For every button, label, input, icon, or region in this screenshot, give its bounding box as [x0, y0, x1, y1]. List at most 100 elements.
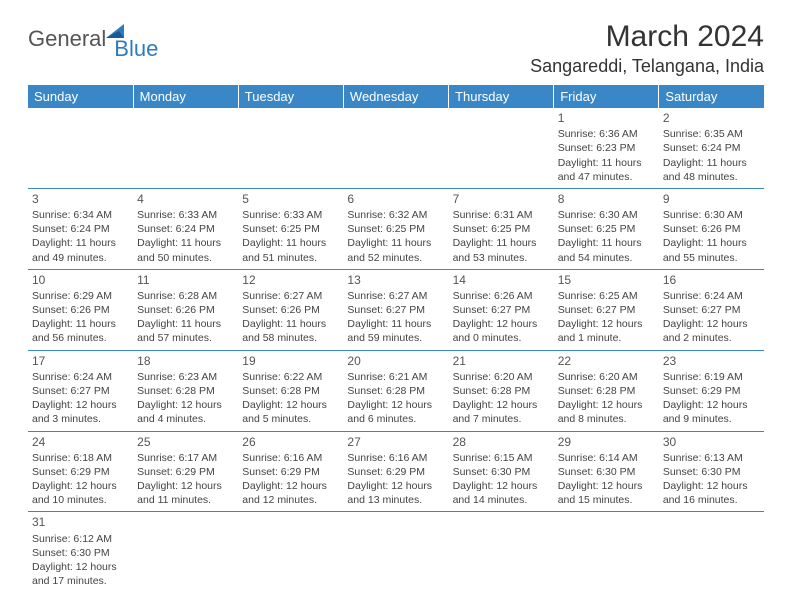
sunset-text: Sunset: 6:30 PM — [453, 465, 550, 479]
day-cell: 29Sunrise: 6:14 AMSunset: 6:30 PMDayligh… — [554, 431, 659, 512]
daylight-text: Daylight: 11 hours and 50 minutes. — [137, 236, 234, 264]
weekday-header-row: Sunday Monday Tuesday Wednesday Thursday… — [28, 85, 764, 108]
logo-text-blue: Blue — [114, 36, 158, 62]
sunrise-text: Sunrise: 6:22 AM — [242, 370, 339, 384]
week-row: 17Sunrise: 6:24 AMSunset: 6:27 PM Dayligh… — [28, 350, 764, 431]
daylight-text: Daylight: 12 hours and 4 minutes. — [137, 398, 234, 426]
day-number: 15 — [558, 272, 655, 288]
day-cell: 11Sunrise: 6:28 AMSunset: 6:26 PMDayligh… — [133, 269, 238, 350]
day-cell: 17Sunrise: 6:24 AMSunset: 6:27 PMDayligh… — [28, 350, 133, 431]
sunset-text: Sunset: 6:25 PM — [453, 222, 550, 236]
daylight-text: Daylight: 12 hours and 2 minutes. — [663, 317, 760, 345]
sunrise-text: Sunrise: 6:27 AM — [347, 289, 444, 303]
sunrise-text: Sunrise: 6:15 AM — [453, 451, 550, 465]
calendar-table: Sunday Monday Tuesday Wednesday Thursday… — [28, 85, 764, 592]
day-number: 1 — [558, 110, 655, 126]
day-cell: 8Sunrise: 6:30 AMSunset: 6:25 PMDaylight… — [554, 188, 659, 269]
day-cell — [449, 512, 554, 592]
sunrise-text: Sunrise: 6:16 AM — [347, 451, 444, 465]
sunset-text: Sunset: 6:30 PM — [558, 465, 655, 479]
sunset-text: Sunset: 6:29 PM — [663, 384, 760, 398]
week-row: 10Sunrise: 6:29 AMSunset: 6:26 PMDayligh… — [28, 269, 764, 350]
week-row: 1Sunrise: 6:36 AMSunset: 6:23 PMDaylight… — [28, 108, 764, 188]
sunset-text: Sunset: 6:28 PM — [453, 384, 550, 398]
sunset-text: Sunset: 6:23 PM — [558, 141, 655, 155]
daylight-text: Daylight: 12 hours and 6 minutes. — [347, 398, 444, 426]
sunrise-text: Sunrise: 6:24 AM — [663, 289, 760, 303]
daylight-text: Daylight: 11 hours and 59 minutes. — [347, 317, 444, 345]
sunset-text: Sunset: 6:27 PM — [32, 384, 129, 398]
day-number: 10 — [32, 272, 129, 288]
daylight-text: Daylight: 12 hours and 12 minutes. — [242, 479, 339, 507]
day-number: 17 — [32, 353, 129, 369]
weekday-header: Tuesday — [238, 85, 343, 108]
sunrise-text: Sunrise: 6:12 AM — [32, 532, 129, 546]
day-number: 25 — [137, 434, 234, 450]
day-cell: 6Sunrise: 6:32 AMSunset: 6:25 PMDaylight… — [343, 188, 448, 269]
sunrise-text: Sunrise: 6:35 AM — [663, 127, 760, 141]
day-cell: 25Sunrise: 6:17 AMSunset: 6:29 PMDayligh… — [133, 431, 238, 512]
day-number: 29 — [558, 434, 655, 450]
day-cell: 30Sunrise: 6:13 AMSunset: 6:30 PMDayligh… — [659, 431, 764, 512]
sunset-text: Sunset: 6:27 PM — [558, 303, 655, 317]
sunset-text: Sunset: 6:29 PM — [32, 465, 129, 479]
day-cell: 2Sunrise: 6:35 AMSunset: 6:24 PMDaylight… — [659, 108, 764, 188]
weekday-header: Thursday — [449, 85, 554, 108]
daylight-text: Daylight: 12 hours and 8 minutes. — [558, 398, 655, 426]
sunrise-text: Sunrise: 6:34 AM — [32, 208, 129, 222]
day-cell: 13Sunrise: 6:27 AMSunset: 6:27 PMDayligh… — [343, 269, 448, 350]
day-number: 18 — [137, 353, 234, 369]
day-cell: 19Sunrise: 6:22 AMSunset: 6:28 PMDayligh… — [238, 350, 343, 431]
sunset-text: Sunset: 6:25 PM — [242, 222, 339, 236]
day-number: 7 — [453, 191, 550, 207]
sunset-text: Sunset: 6:28 PM — [558, 384, 655, 398]
day-cell — [343, 512, 448, 592]
sunrise-text: Sunrise: 6:24 AM — [32, 370, 129, 384]
sunrise-text: Sunrise: 6:36 AM — [558, 127, 655, 141]
day-cell: 9Sunrise: 6:30 AMSunset: 6:26 PMDaylight… — [659, 188, 764, 269]
sunrise-text: Sunrise: 6:28 AM — [137, 289, 234, 303]
daylight-text: Daylight: 12 hours and 10 minutes. — [32, 479, 129, 507]
sunrise-text: Sunrise: 6:30 AM — [663, 208, 760, 222]
daylight-text: Daylight: 11 hours and 54 minutes. — [558, 236, 655, 264]
day-cell: 3Sunrise: 6:34 AMSunset: 6:24 PMDaylight… — [28, 188, 133, 269]
month-title: March 2024 — [530, 20, 764, 54]
logo: General Blue — [28, 20, 158, 52]
daylight-text: Daylight: 11 hours and 52 minutes. — [347, 236, 444, 264]
day-cell: 27Sunrise: 6:16 AMSunset: 6:29 PMDayligh… — [343, 431, 448, 512]
weekday-header: Wednesday — [343, 85, 448, 108]
sunrise-text: Sunrise: 6:19 AM — [663, 370, 760, 384]
day-cell: 7Sunrise: 6:31 AMSunset: 6:25 PMDaylight… — [449, 188, 554, 269]
day-cell: 12Sunrise: 6:27 AMSunset: 6:26 PMDayligh… — [238, 269, 343, 350]
day-number: 19 — [242, 353, 339, 369]
sunset-text: Sunset: 6:29 PM — [242, 465, 339, 479]
daylight-text: Daylight: 12 hours and 14 minutes. — [453, 479, 550, 507]
day-number: 3 — [32, 191, 129, 207]
day-number: 11 — [137, 272, 234, 288]
day-number: 31 — [32, 514, 129, 530]
sunset-text: Sunset: 6:30 PM — [663, 465, 760, 479]
day-cell: 26Sunrise: 6:16 AMSunset: 6:29 PMDayligh… — [238, 431, 343, 512]
day-cell: 4Sunrise: 6:33 AMSunset: 6:24 PMDaylight… — [133, 188, 238, 269]
day-number: 28 — [453, 434, 550, 450]
logo-text-general: General — [28, 26, 106, 52]
sunrise-text: Sunrise: 6:20 AM — [558, 370, 655, 384]
daylight-text: Daylight: 12 hours and 7 minutes. — [453, 398, 550, 426]
day-number: 9 — [663, 191, 760, 207]
day-cell — [133, 512, 238, 592]
day-cell: 28Sunrise: 6:15 AMSunset: 6:30 PMDayligh… — [449, 431, 554, 512]
day-cell — [28, 108, 133, 188]
sunset-text: Sunset: 6:29 PM — [137, 465, 234, 479]
sunrise-text: Sunrise: 6:27 AM — [242, 289, 339, 303]
day-number: 14 — [453, 272, 550, 288]
week-row: 3Sunrise: 6:34 AMSunset: 6:24 PMDaylight… — [28, 188, 764, 269]
daylight-text: Daylight: 12 hours and 16 minutes. — [663, 479, 760, 507]
daylight-text: Daylight: 11 hours and 47 minutes. — [558, 156, 655, 184]
sunrise-text: Sunrise: 6:25 AM — [558, 289, 655, 303]
sunset-text: Sunset: 6:24 PM — [663, 141, 760, 155]
daylight-text: Daylight: 12 hours and 15 minutes. — [558, 479, 655, 507]
sunset-text: Sunset: 6:26 PM — [137, 303, 234, 317]
daylight-text: Daylight: 11 hours and 56 minutes. — [32, 317, 129, 345]
day-number: 16 — [663, 272, 760, 288]
sunset-text: Sunset: 6:26 PM — [32, 303, 129, 317]
